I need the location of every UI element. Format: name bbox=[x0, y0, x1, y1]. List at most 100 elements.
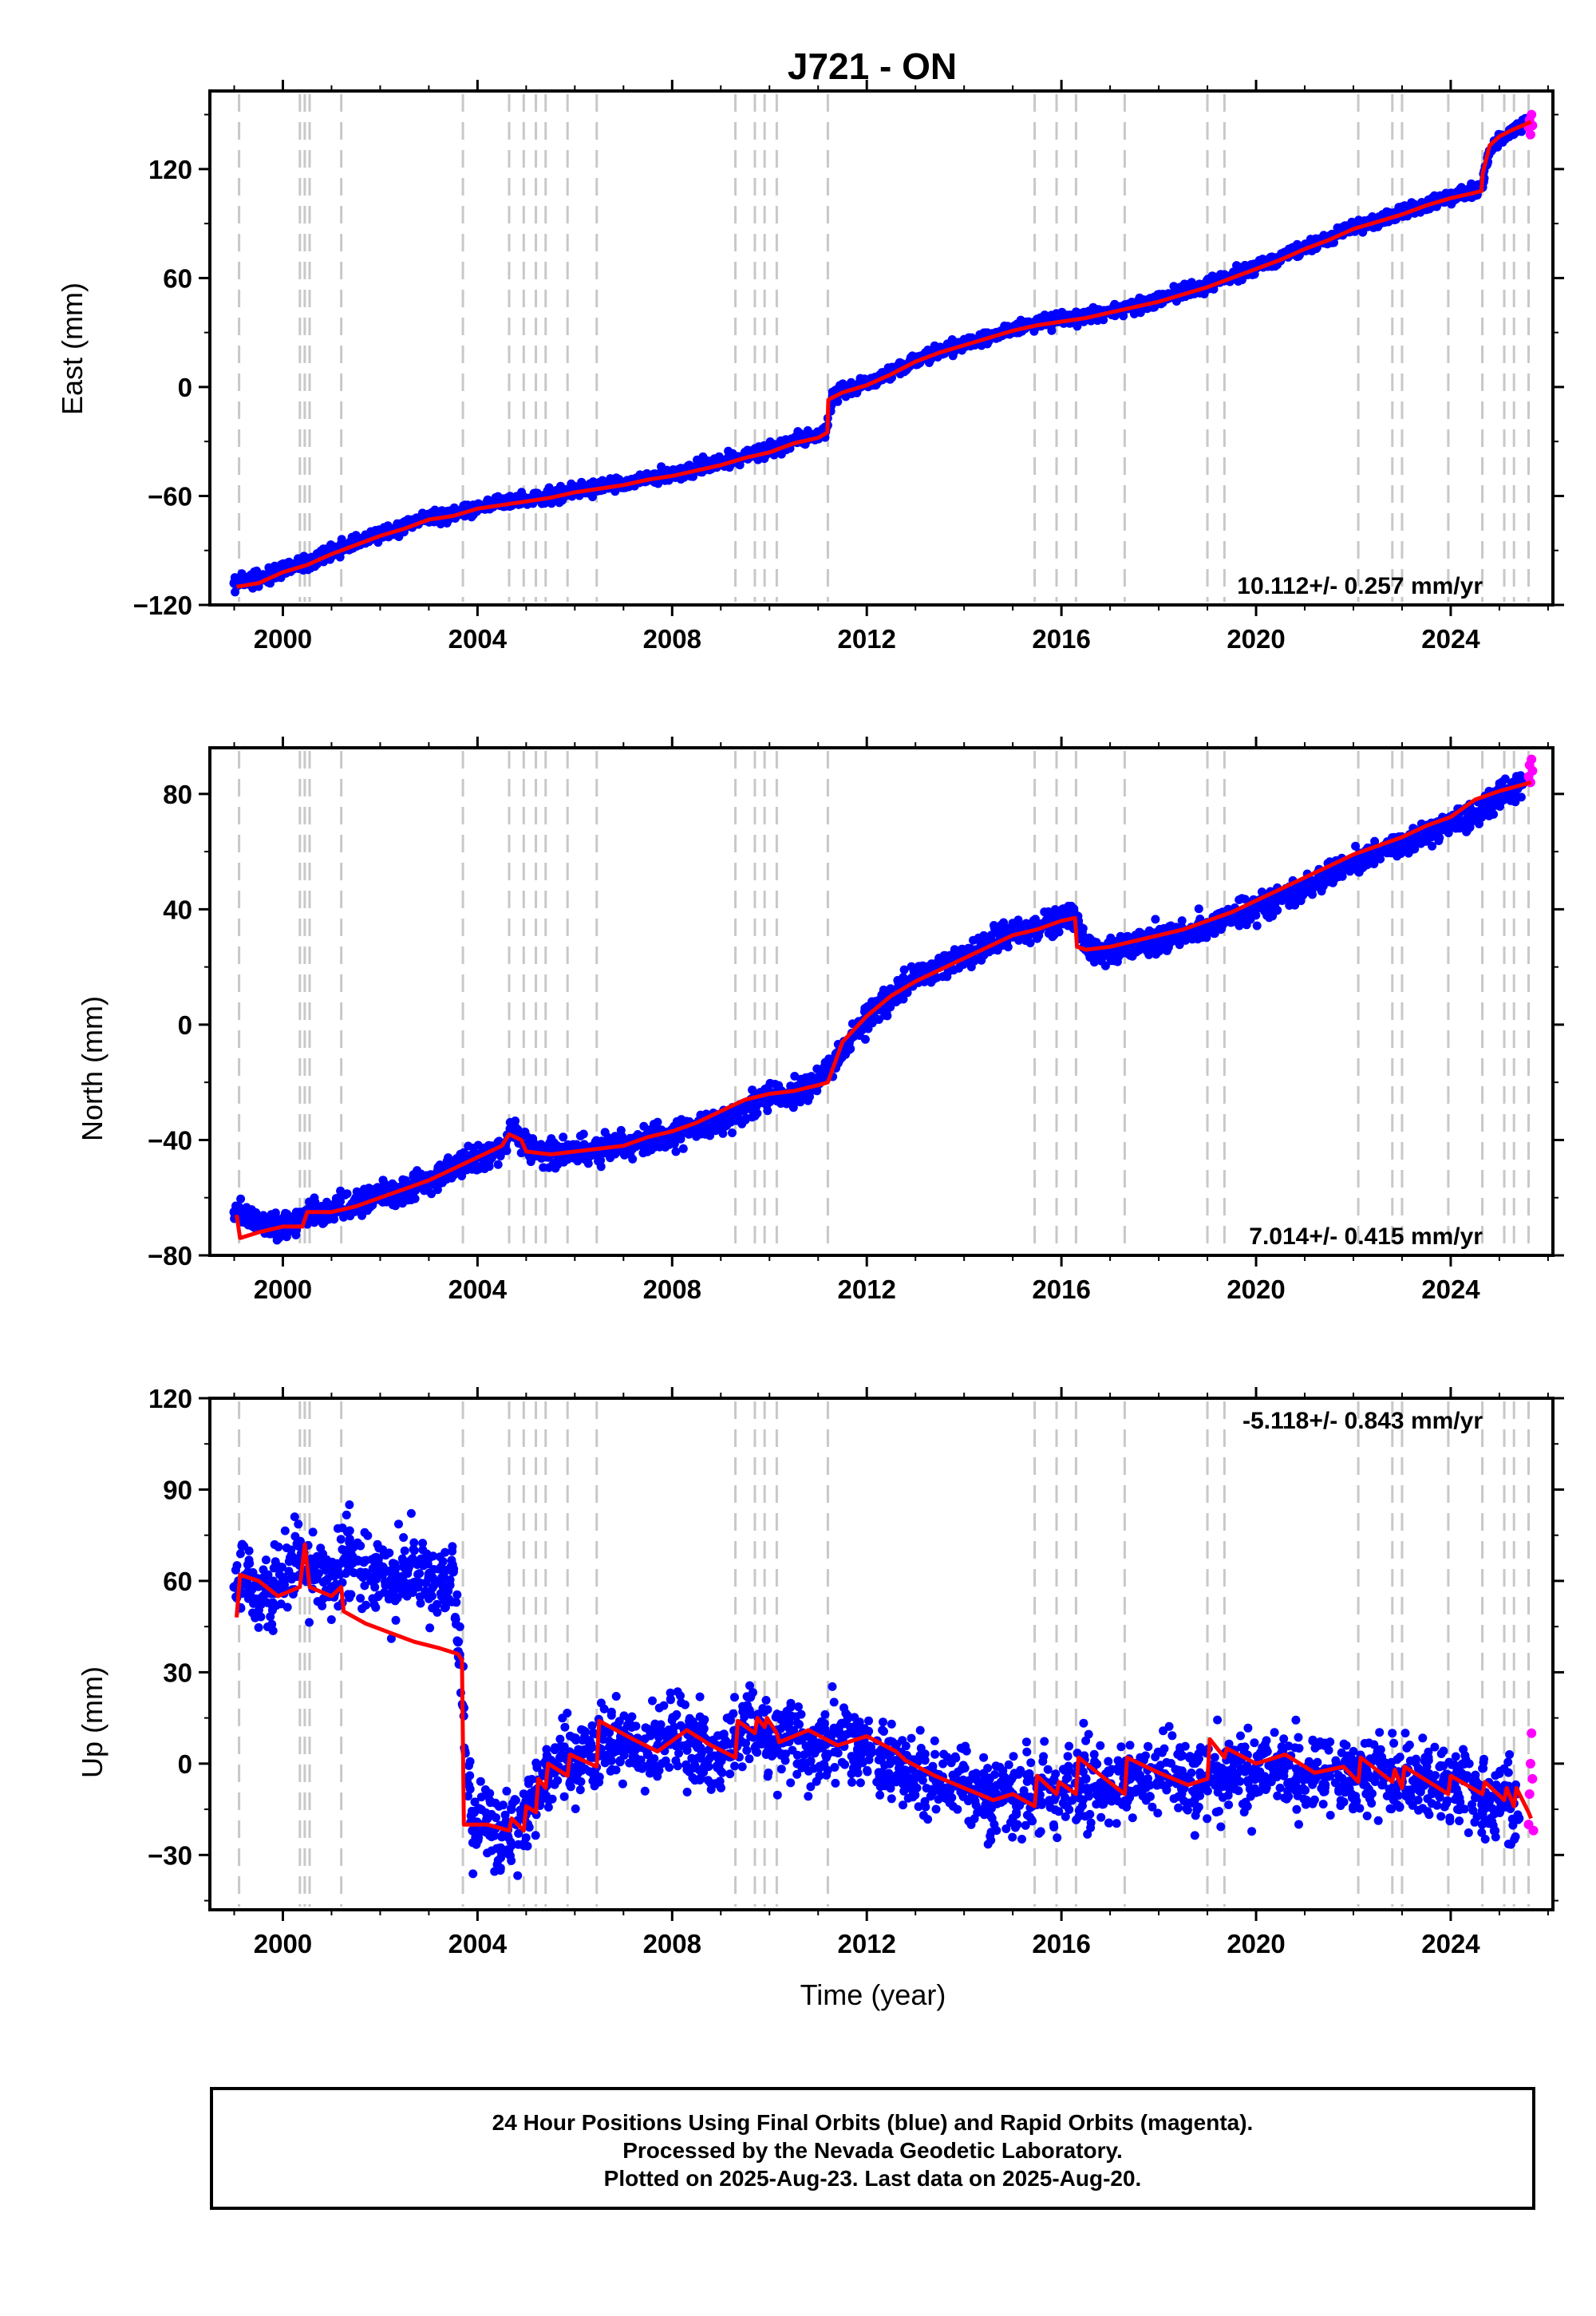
north-final-point bbox=[247, 1206, 256, 1215]
north-final-point bbox=[684, 1129, 693, 1139]
east-final-point bbox=[1047, 326, 1057, 335]
north-final-point bbox=[406, 1196, 416, 1204]
north-final-point bbox=[727, 1113, 737, 1122]
north-final-point bbox=[770, 1080, 780, 1089]
north-final-point bbox=[1077, 924, 1086, 934]
north-final-point bbox=[578, 1141, 587, 1150]
east-final-point bbox=[1373, 222, 1383, 231]
north-final-point bbox=[596, 1156, 606, 1165]
north-final-point bbox=[877, 990, 887, 1000]
east-y-tick-label-2: 0 bbox=[178, 373, 192, 402]
east-y-tick-label-1: −60 bbox=[148, 481, 192, 511]
east-rapid-point-3 bbox=[1527, 109, 1537, 120]
north-final-point bbox=[874, 1015, 883, 1024]
north-final-point bbox=[388, 1200, 397, 1210]
north-final-point bbox=[237, 1208, 247, 1217]
north-final-point bbox=[357, 1192, 366, 1202]
east-rapid-point-2 bbox=[1525, 129, 1535, 140]
north-final-point bbox=[1252, 921, 1262, 931]
north-final-point bbox=[900, 975, 910, 984]
north-final-point bbox=[493, 1160, 503, 1169]
north-final-point bbox=[914, 962, 923, 972]
east-y-tick-label-4: 120 bbox=[148, 155, 192, 184]
north-final-point bbox=[272, 1235, 282, 1245]
north-final-point bbox=[820, 1057, 830, 1067]
north-final-point bbox=[1177, 916, 1187, 926]
north-final-point bbox=[1166, 921, 1175, 931]
north-final-point bbox=[790, 1072, 800, 1081]
north-final-point bbox=[559, 1132, 568, 1142]
east-final-point bbox=[587, 479, 597, 488]
north-final-point bbox=[1487, 796, 1496, 805]
north-final-point bbox=[291, 1231, 301, 1239]
east-y-tick-label-0: −120 bbox=[133, 591, 192, 620]
north-final-point bbox=[728, 1128, 737, 1137]
north-final-point bbox=[763, 1106, 772, 1116]
east-final-point bbox=[806, 429, 816, 439]
north-final-point bbox=[267, 1210, 276, 1219]
north-final-point bbox=[863, 1002, 872, 1011]
east-plot-frame bbox=[208, 89, 1555, 607]
north-final-point bbox=[539, 1163, 548, 1172]
north-final-point bbox=[650, 1123, 660, 1132]
north-final-point bbox=[1293, 895, 1302, 904]
north-final-point bbox=[1219, 919, 1228, 929]
north-final-point bbox=[333, 1198, 342, 1207]
north-final-point bbox=[1163, 943, 1173, 952]
north-final-point bbox=[1351, 841, 1361, 851]
east-model-line bbox=[236, 120, 1532, 589]
north-final-point bbox=[678, 1144, 688, 1153]
east-final-point bbox=[660, 466, 670, 476]
north-final-point bbox=[1013, 915, 1023, 925]
east-final-point bbox=[416, 512, 425, 522]
north-final-point bbox=[655, 1136, 665, 1146]
chart-title: J721 - ON bbox=[788, 45, 957, 87]
east-final-point bbox=[1456, 183, 1466, 192]
north-final-point bbox=[702, 1125, 712, 1135]
east-final-point bbox=[1381, 209, 1391, 219]
north-final-point bbox=[1455, 824, 1464, 833]
east-final-point bbox=[336, 539, 346, 549]
north-final-point bbox=[459, 1148, 468, 1157]
east-final-point bbox=[1136, 308, 1145, 318]
north-final-point bbox=[369, 1184, 379, 1194]
north-final-point bbox=[1151, 915, 1160, 924]
east-x-tick-label-2: 2008 bbox=[643, 624, 701, 654]
east-x-tick-label-1: 2004 bbox=[448, 624, 508, 654]
east-y-tick-label-3: 60 bbox=[163, 263, 192, 293]
east-final-point bbox=[529, 488, 539, 498]
north-final-point bbox=[340, 1190, 350, 1199]
east-final-point bbox=[434, 508, 444, 518]
north-final-point bbox=[575, 1131, 585, 1140]
north-final-point bbox=[464, 1141, 473, 1151]
north-final-point bbox=[1314, 880, 1323, 890]
north-final-point bbox=[442, 1156, 452, 1166]
north-final-point bbox=[941, 971, 950, 981]
east-final-point bbox=[1147, 294, 1156, 302]
north-final-point bbox=[596, 1162, 606, 1172]
east-final-point bbox=[1169, 282, 1179, 291]
north-final-point bbox=[548, 1160, 557, 1170]
north-final-point bbox=[493, 1137, 503, 1147]
north-final-point bbox=[1187, 931, 1197, 940]
north-final-point bbox=[671, 1147, 681, 1156]
north-final-point bbox=[1484, 811, 1494, 820]
north-final-point bbox=[610, 1132, 620, 1141]
north-final-point bbox=[241, 1219, 251, 1228]
north-final-point bbox=[628, 1154, 638, 1164]
north-final-point bbox=[750, 1101, 760, 1111]
north-final-point bbox=[597, 1136, 606, 1146]
east-final-point bbox=[1094, 305, 1104, 314]
north-final-point bbox=[305, 1197, 314, 1207]
north-final-point bbox=[536, 1153, 546, 1163]
east-final-point bbox=[698, 452, 708, 461]
north-final-point bbox=[1265, 907, 1274, 917]
east-final-point bbox=[237, 569, 247, 579]
north-final-point bbox=[435, 1160, 444, 1170]
north-final-point bbox=[741, 1115, 750, 1124]
north-final-point bbox=[899, 965, 909, 974]
east-axis-label: East (mm) bbox=[56, 283, 89, 415]
